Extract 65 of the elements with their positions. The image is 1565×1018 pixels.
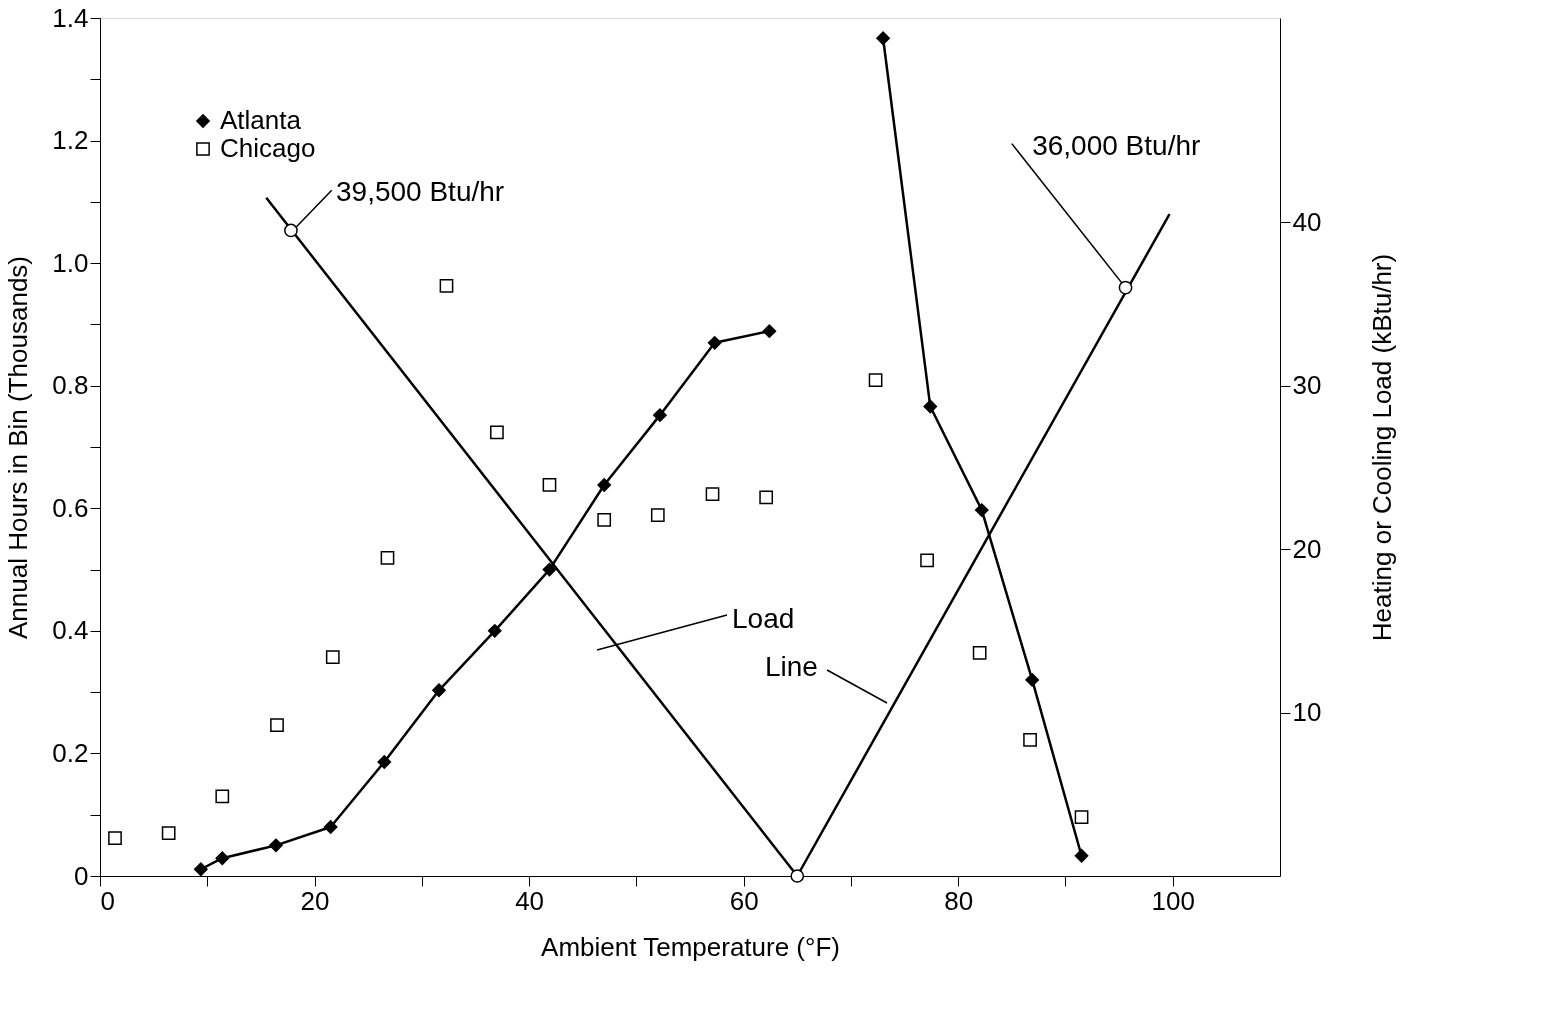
- point: [215, 789, 230, 804]
- point: [542, 562, 557, 577]
- x-tick-label: 20: [300, 885, 330, 916]
- point: [876, 31, 890, 46]
- annotation: Load: [732, 603, 795, 634]
- y-tick-label: 0.2: [52, 737, 89, 768]
- point: [920, 553, 934, 568]
- point: [270, 718, 284, 733]
- x-tick-label: 60: [729, 885, 759, 916]
- point: [707, 335, 722, 350]
- point: [380, 551, 395, 565]
- y-axis-title: Annual Hours in Bin (Thousands): [3, 256, 34, 639]
- y-tick-label: 0.6: [52, 492, 89, 523]
- point: [1118, 280, 1133, 295]
- point: [762, 324, 777, 339]
- point: [108, 831, 122, 845]
- point: [269, 838, 283, 853]
- point: [215, 851, 230, 866]
- point: [923, 399, 938, 414]
- y2-axis-title: Heating or Cooling Load (kBtu/hr): [1367, 253, 1398, 642]
- y-tick-label: 1.2: [52, 125, 89, 156]
- point: [790, 869, 805, 883]
- point: [323, 820, 338, 834]
- point: [377, 755, 392, 769]
- point: [1074, 810, 1089, 825]
- point: [1023, 733, 1037, 747]
- point: [325, 650, 340, 665]
- point: [487, 623, 502, 638]
- y-tick-label: 1.0: [52, 247, 89, 278]
- point: [759, 490, 774, 505]
- x-tick-label: 40: [515, 885, 545, 916]
- point: [1025, 673, 1040, 687]
- x-tick-label: 100: [1151, 885, 1195, 916]
- annotation: 39,500 Btu/hr: [336, 176, 505, 208]
- point: [597, 513, 612, 527]
- y2-tick-label: 40: [1292, 206, 1322, 237]
- legend-label: Atlanta: [220, 105, 302, 135]
- x-axis-title: Ambient Temperature (°F): [541, 931, 840, 962]
- annotation: Line: [765, 651, 818, 682]
- point: [974, 503, 989, 517]
- point: [1074, 848, 1089, 863]
- point: [432, 683, 446, 698]
- point: [542, 478, 557, 492]
- point: [705, 487, 720, 502]
- y-tick-label: 0.8: [52, 370, 89, 401]
- point: [284, 223, 298, 238]
- legend-label: Chicago: [220, 133, 316, 163]
- y2-tick-label: 10: [1292, 697, 1322, 728]
- point: [161, 826, 176, 840]
- y-tick-label: 0.4: [52, 615, 89, 646]
- point: [193, 862, 208, 877]
- point: [650, 508, 665, 522]
- point: [972, 646, 987, 660]
- annotation: 36,000 Btu/hr: [1032, 130, 1201, 162]
- point: [653, 408, 667, 423]
- point: [597, 478, 612, 492]
- y-tick-label: 1.4: [52, 2, 89, 33]
- y-tick-label: 0: [74, 860, 89, 891]
- x-tick-label: 0: [100, 885, 115, 916]
- point: [490, 425, 504, 440]
- y2-tick-label: 20: [1292, 533, 1322, 564]
- point: [439, 278, 454, 293]
- x-tick-label: 80: [944, 885, 974, 916]
- y2-tick-label: 30: [1292, 370, 1322, 401]
- point: [868, 373, 883, 388]
